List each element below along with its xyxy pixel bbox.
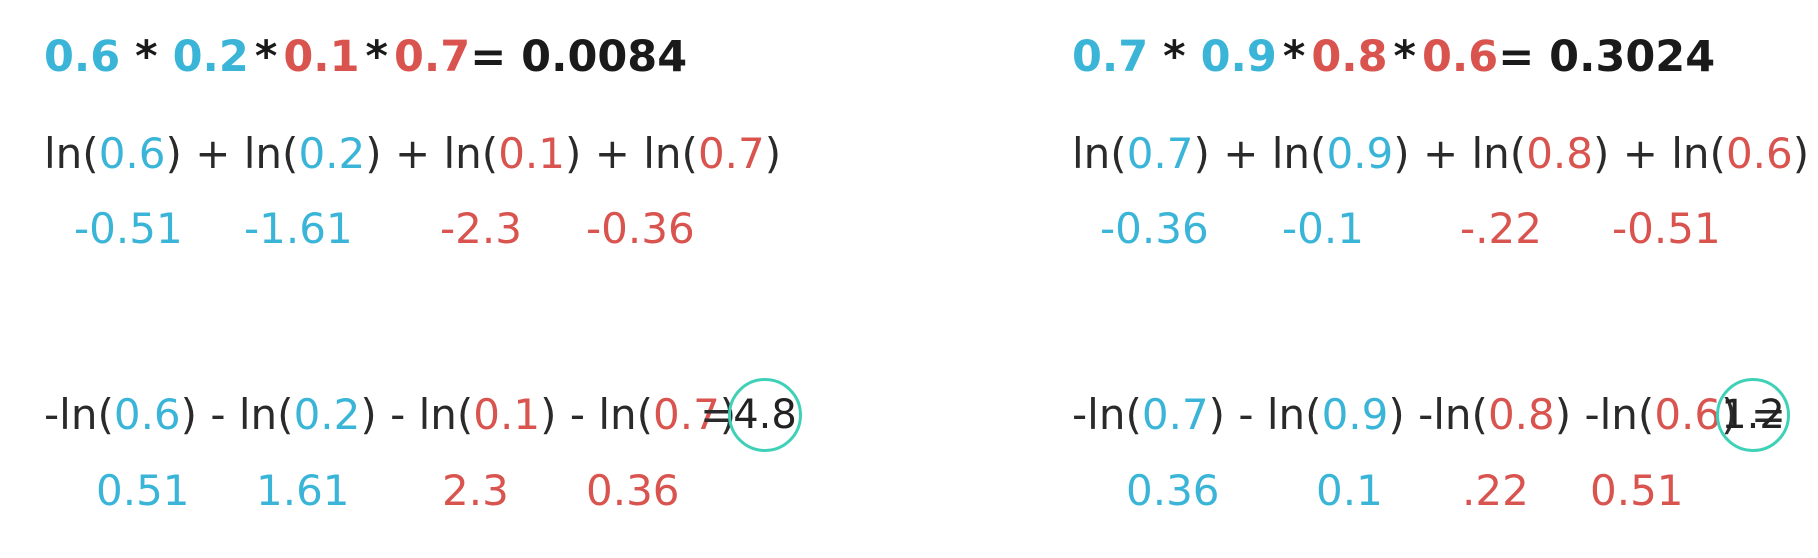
- left-neglog-text-1: -ln(: [44, 390, 114, 439]
- left-product-factor-2: 0.2: [172, 32, 249, 82]
- left-neglog-arg-3: 0.1: [473, 390, 541, 439]
- left-neglog-arg-2: 0.2: [293, 390, 361, 439]
- left-log-text-3: ) + ln(: [365, 129, 499, 178]
- right-neglog-arg-3: 0.8: [1487, 390, 1555, 439]
- left-product-factor-3: 0.1: [283, 32, 360, 82]
- right-neglog-value-1: 0.36: [1126, 466, 1220, 515]
- right-log-text-4: ) + ln(: [1592, 129, 1726, 178]
- right-log-value-4: -0.51: [1612, 204, 1721, 253]
- right-log-value-2: -0.1: [1282, 204, 1364, 253]
- left-log-arg-4: 0.7: [697, 129, 765, 178]
- right-product-op-2: *: [1282, 32, 1306, 82]
- left-product-equation: 0.6 * 0.2 * 0.1 * 0.7= 0.0084: [44, 36, 687, 79]
- right-product-op-3: *: [1393, 32, 1417, 82]
- left-neglog-arg-1: 0.6: [113, 390, 181, 439]
- left-log-text-2: ) + ln(: [165, 129, 299, 178]
- right-log-arg-4: 0.6: [1725, 129, 1793, 178]
- right-log-text-5: ): [1792, 129, 1810, 178]
- right-product-equation: 0.7 * 0.9 * 0.8 * 0.6= 0.3024: [1072, 36, 1715, 79]
- right-log-text-2: ) + ln(: [1193, 129, 1327, 178]
- left-neglog-arg-4: 0.7: [653, 390, 720, 439]
- right-neglog-value-2: 0.1: [1316, 466, 1383, 515]
- right-neglog-text-2: ) - ln(: [1208, 390, 1322, 439]
- left-product-op-2: *: [254, 32, 278, 82]
- left-log-value-2: -1.61: [244, 204, 353, 253]
- left-log-value-3: -2.3: [440, 204, 522, 253]
- left-neglog-text-2: ) - ln(: [180, 390, 294, 439]
- right-log-text-3: ) + ln(: [1393, 129, 1527, 178]
- right-result-value: 1.2: [1721, 392, 1785, 438]
- left-log-arg-1: 0.6: [98, 129, 166, 178]
- right-product-factor-4: 0.6: [1422, 32, 1499, 82]
- right-neglog-text-1: -ln(: [1072, 390, 1142, 439]
- right-neglog-text-4: ) -ln(: [1554, 390, 1655, 439]
- right-neglog-arg-4: 0.6: [1654, 390, 1722, 439]
- left-log-sum-equation: ln(0.6) + ln(0.2) + ln(0.1) + ln(0.7): [44, 133, 781, 175]
- right-result-circle: 1.2: [1716, 378, 1790, 452]
- right-log-text-1: ln(: [1072, 129, 1127, 178]
- right-neglog-arg-2: 0.9: [1321, 390, 1389, 439]
- left-neg-log-equation: -ln(0.6) - ln(0.2) - ln(0.1) - ln(0.7): [44, 394, 736, 436]
- left-log-text-4: ) + ln(: [564, 129, 698, 178]
- right-product-op-1: *: [1148, 32, 1201, 82]
- right-product-factor-3: 0.8: [1311, 32, 1388, 82]
- right-neglog-text-3: ) -ln(: [1388, 390, 1488, 439]
- left-product-result: = 0.0084: [470, 32, 688, 82]
- right-product-result: = 0.3024: [1498, 32, 1716, 82]
- right-neglog-value-3: .22: [1462, 466, 1529, 515]
- left-result-value: 4.8: [733, 392, 797, 438]
- right-log-value-3: -.22: [1460, 204, 1542, 253]
- left-log-value-1: -0.51: [74, 204, 183, 253]
- left-product-op-1: *: [120, 32, 173, 82]
- left-log-arg-2: 0.2: [298, 129, 366, 178]
- right-log-arg-1: 0.7: [1126, 129, 1194, 178]
- right-log-value-1: -0.36: [1100, 204, 1209, 253]
- left-neglog-text-4: ) - ln(: [540, 390, 653, 439]
- right-neglog-value-4: 0.51: [1590, 466, 1684, 515]
- left-neglog-value-3: 2.3: [442, 466, 509, 515]
- right-log-sum-equation: ln(0.7) + ln(0.9) + ln(0.8) + ln(0.6): [1072, 133, 1809, 175]
- left-log-text-5: ): [764, 129, 782, 178]
- left-log-text-1: ln(: [44, 129, 99, 178]
- left-neglog-value-2: 1.61: [256, 466, 350, 515]
- left-log-value-4: -0.36: [586, 204, 695, 253]
- left-neglog-value-1: 0.51: [96, 466, 190, 515]
- left-neglog-text-3: ) - ln(: [360, 390, 474, 439]
- left-product-factor-4: 0.7: [394, 32, 471, 82]
- left-product-factor-1: 0.6: [44, 32, 121, 82]
- left-result-circle: 4.8: [728, 378, 802, 452]
- right-neg-log-equation: -ln(0.7) - ln(0.9) -ln(0.8) -ln(0.6) =: [1072, 394, 1786, 436]
- right-neglog-arg-1: 0.7: [1141, 390, 1209, 439]
- left-neglog-value-4: 0.36: [586, 466, 680, 515]
- right-log-arg-2: 0.9: [1326, 129, 1394, 178]
- right-product-factor-1: 0.7: [1072, 32, 1149, 82]
- left-log-arg-3: 0.1: [498, 129, 565, 178]
- right-product-factor-2: 0.9: [1200, 32, 1277, 82]
- right-log-arg-3: 0.8: [1526, 129, 1593, 178]
- left-product-op-3: *: [365, 32, 389, 82]
